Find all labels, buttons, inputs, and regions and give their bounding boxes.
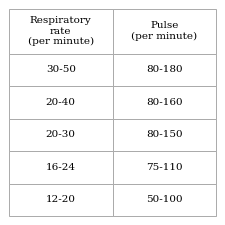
Text: Respiratory
rate
(per minute): Respiratory rate (per minute) — [28, 16, 94, 46]
Text: 50-100: 50-100 — [146, 195, 182, 204]
Bar — [112, 9, 216, 54]
Text: Pulse
(per minute): Pulse (per minute) — [131, 21, 197, 41]
Bar — [112, 54, 216, 86]
Text: 20-30: 20-30 — [46, 130, 76, 139]
Bar — [9, 184, 112, 216]
Bar — [9, 9, 112, 54]
Bar — [9, 151, 112, 184]
Text: 12-20: 12-20 — [46, 195, 76, 204]
Bar — [9, 54, 112, 86]
Text: 30-50: 30-50 — [46, 65, 76, 74]
Text: 80-180: 80-180 — [146, 65, 182, 74]
Text: 80-150: 80-150 — [146, 130, 182, 139]
Bar — [9, 86, 112, 119]
Bar — [112, 184, 216, 216]
Bar — [9, 119, 112, 151]
Text: 16-24: 16-24 — [46, 163, 76, 172]
Text: 75-110: 75-110 — [146, 163, 182, 172]
Bar — [112, 119, 216, 151]
Text: 80-160: 80-160 — [146, 98, 182, 107]
Text: 20-40: 20-40 — [46, 98, 76, 107]
Bar — [112, 151, 216, 184]
Bar — [112, 86, 216, 119]
